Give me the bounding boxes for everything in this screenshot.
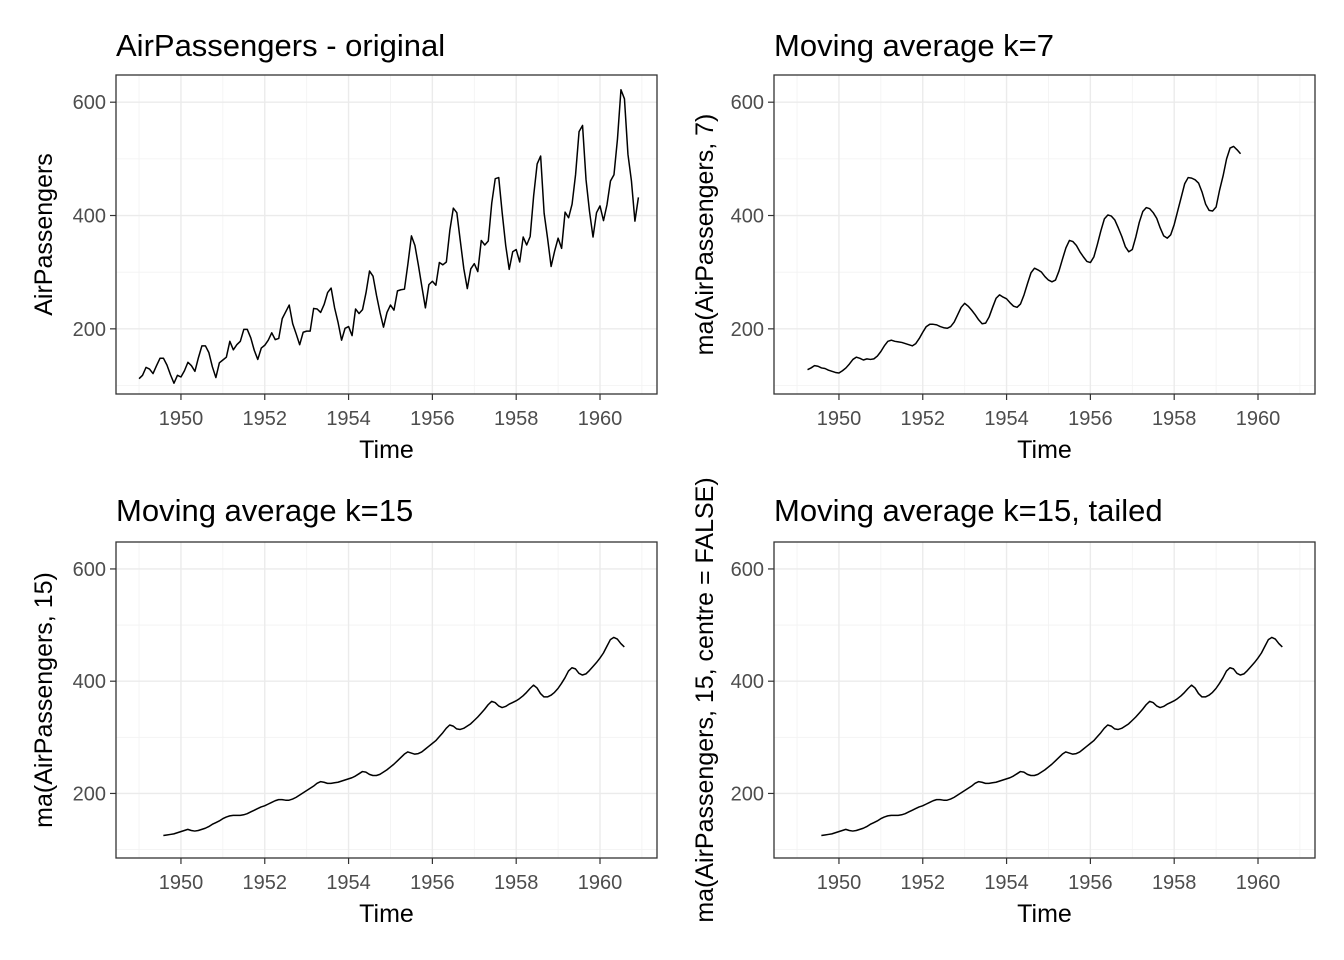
panel-ma7: 1950 1952 1954 1956 1958 1960 200 400 600 Moving … <box>691 28 1315 464</box>
x-axis-title: Time <box>359 436 414 464</box>
panel-ma15-tailed: 1950 1952 1954 1956 1958 1960 200 400 600 Moving … <box>691 477 1315 928</box>
y-tick-label: 200 <box>731 319 764 341</box>
x-tick-label: 1954 <box>326 872 371 894</box>
x-tick-label: 1956 <box>410 872 455 894</box>
x-tick-label: 1960 <box>1236 408 1281 430</box>
x-axis-title: Time <box>1017 436 1072 464</box>
y-tick-label: 600 <box>731 559 764 581</box>
plot-background <box>116 75 657 394</box>
x-tick-label: 1960 <box>578 408 623 430</box>
x-tick-label: 1960 <box>578 872 623 894</box>
y-tick-label: 400 <box>73 206 106 228</box>
panel-title: Moving average k=15, tailed <box>774 493 1163 528</box>
x-axis-title: Time <box>359 900 414 928</box>
figure: 1950 1952 1954 1956 1958 1960 200 400 600 AirPass… <box>0 0 1344 960</box>
panel-title: AirPassengers - original <box>116 28 445 63</box>
x-tick-label: 1952 <box>243 408 288 430</box>
y-tick-label: 600 <box>731 92 764 114</box>
panel-title: Moving average k=15 <box>116 493 413 528</box>
x-tick-label: 1956 <box>1068 872 1113 894</box>
x-tick-label: 1950 <box>817 408 862 430</box>
y-tick-label: 400 <box>731 671 764 693</box>
x-tick-label: 1958 <box>494 872 539 894</box>
y-tick-label: 600 <box>73 559 106 581</box>
x-tick-label: 1950 <box>817 872 862 894</box>
y-tick-label: 200 <box>73 783 106 805</box>
plot-background <box>116 542 657 858</box>
y-tick-label: 600 <box>73 92 106 114</box>
panel-ma15: 1950 1952 1954 1956 1958 1960 200 400 600 Moving … <box>30 493 657 928</box>
y-tick-label: 400 <box>73 671 106 693</box>
x-tick-label: 1958 <box>1152 872 1197 894</box>
x-tick-label: 1954 <box>984 408 1029 430</box>
plot-background <box>774 542 1315 858</box>
x-tick-label: 1950 <box>159 408 204 430</box>
y-axis-title: ma(AirPassengers, 15) <box>30 572 58 828</box>
x-tick-label: 1952 <box>901 408 946 430</box>
x-tick-label: 1952 <box>243 872 288 894</box>
y-tick-label: 200 <box>73 319 106 341</box>
x-tick-label: 1956 <box>410 408 455 430</box>
panel-original: 1950 1952 1954 1956 1958 1960 200 400 600 AirPass… <box>30 28 657 464</box>
y-axis-title: ma(AirPassengers, 7) <box>691 114 719 356</box>
y-axis-title: AirPassengers <box>30 153 58 316</box>
y-tick-label: 200 <box>731 783 764 805</box>
y-axis-title: ma(AirPassengers, 15, centre = FALSE) <box>691 477 719 922</box>
y-tick-label: 400 <box>731 206 764 228</box>
plot-background <box>774 75 1315 394</box>
x-tick-label: 1960 <box>1236 872 1281 894</box>
x-tick-label: 1958 <box>1152 408 1197 430</box>
x-tick-label: 1954 <box>984 872 1029 894</box>
x-tick-label: 1958 <box>494 408 539 430</box>
panel-title: Moving average k=7 <box>774 28 1054 63</box>
x-tick-label: 1956 <box>1068 408 1113 430</box>
x-tick-label: 1954 <box>326 408 371 430</box>
x-tick-label: 1952 <box>901 872 946 894</box>
x-axis-title: Time <box>1017 900 1072 928</box>
x-tick-label: 1950 <box>159 872 204 894</box>
